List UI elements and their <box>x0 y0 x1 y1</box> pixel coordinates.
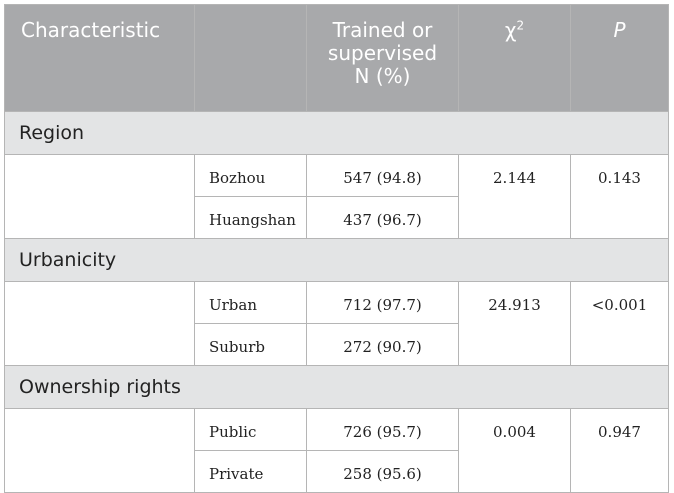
section-row-ownership: Ownership rights <box>4 365 669 409</box>
table-row: Bozhou 547 (94.8) 2.144 0.143 <box>4 154 669 239</box>
table-row: Urban 712 (97.7) 24.913 <0.001 <box>4 281 669 366</box>
row-label: Suburb <box>194 323 307 366</box>
header-p: P <box>570 4 669 112</box>
row-chi2: 24.913 <box>458 281 571 366</box>
row-chi2: 0.004 <box>458 408 571 493</box>
row-label: Private <box>194 450 307 493</box>
row-count: 712 (97.7) <box>306 281 459 324</box>
header-characteristic: Characteristic <box>4 4 195 112</box>
header-trained-line2: supervised <box>327 41 438 65</box>
table-row: Public 726 (95.7) 0.004 0.947 <box>4 408 669 493</box>
row-label: Public <box>194 408 307 451</box>
table-row: Suburb 272 (90.7) <box>5 323 669 366</box>
header-trained: Trained or supervised N (%) <box>306 4 459 112</box>
row-chi2: 2.144 <box>458 154 571 239</box>
group-blank-cell <box>4 154 195 239</box>
row-count: 272 (90.7) <box>306 323 459 366</box>
table-row: Huangshan 437 (96.7) <box>5 196 669 239</box>
row-count: 437 (96.7) <box>306 196 459 239</box>
header-trained-line1: Trained or <box>332 18 433 42</box>
results-table: Characteristic Trained or supervised N (… <box>4 4 669 493</box>
header-trained-line3: N (%) <box>354 64 411 88</box>
section-row-urbanicity: Urbanicity <box>4 238 669 282</box>
section-title: Region <box>4 111 669 155</box>
row-count: 547 (94.8) <box>306 154 459 197</box>
header-row: Characteristic Trained or supervised N (… <box>4 4 669 112</box>
header-chi-base: χ <box>504 18 517 42</box>
row-label: Urban <box>194 281 307 324</box>
group-blank-cell <box>4 408 195 493</box>
header-chi-square: χ2 <box>458 4 571 112</box>
section-title: Ownership rights <box>4 365 669 409</box>
section-title: Urbanicity <box>4 238 669 282</box>
row-count: 258 (95.6) <box>306 450 459 493</box>
row-label: Huangshan <box>194 196 307 239</box>
row-p: 0.947 <box>570 408 669 493</box>
group-blank-cell <box>4 281 195 366</box>
header-blank <box>194 4 307 112</box>
header-chi-exponent: 2 <box>516 18 525 33</box>
row-p: 0.143 <box>570 154 669 239</box>
row-count: 726 (95.7) <box>306 408 459 451</box>
row-p: <0.001 <box>570 281 669 366</box>
section-row-region: Region <box>4 111 669 155</box>
row-label: Bozhou <box>194 154 307 197</box>
table-row: Private 258 (95.6) <box>5 450 669 493</box>
